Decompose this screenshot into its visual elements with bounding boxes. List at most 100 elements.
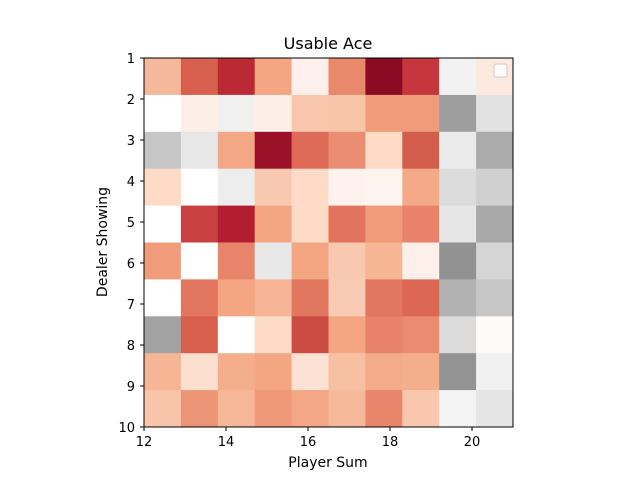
heatmap-cell bbox=[476, 390, 514, 428]
heatmap-cell bbox=[476, 242, 514, 280]
heatmap-cell bbox=[439, 316, 477, 354]
heatmap-cell bbox=[180, 279, 219, 317]
x-tick-label: 16 bbox=[300, 435, 317, 450]
y-tick-label: 3 bbox=[127, 134, 135, 149]
legend-box bbox=[493, 63, 508, 78]
heatmap-cell bbox=[402, 205, 440, 243]
heatmap-cell bbox=[476, 353, 514, 391]
heatmap-cell bbox=[254, 316, 293, 354]
heatmap-cell bbox=[144, 279, 182, 317]
y-axis-label: Dealer Showing bbox=[95, 187, 111, 297]
heatmap-cell bbox=[328, 353, 366, 391]
heatmap-cell bbox=[328, 94, 366, 133]
heatmap-cell bbox=[254, 390, 293, 428]
heatmap-cell bbox=[217, 353, 256, 391]
heatmap-cell bbox=[217, 168, 256, 207]
heatmap-cell bbox=[439, 390, 477, 428]
heatmap-cell bbox=[254, 131, 293, 170]
heatmap-cell bbox=[217, 94, 256, 133]
heatmap-cell bbox=[217, 316, 256, 354]
heatmap-cell bbox=[291, 279, 329, 317]
y-tick-label: 1 bbox=[127, 52, 135, 67]
x-axis-label: Player Sum bbox=[288, 455, 367, 471]
heatmap-cell bbox=[180, 316, 219, 354]
heatmap-cell bbox=[144, 131, 182, 170]
heatmap-cell bbox=[254, 205, 293, 243]
heatmap-cell bbox=[180, 131, 219, 170]
heatmap-cell bbox=[328, 316, 366, 354]
heatmap-cell bbox=[439, 205, 477, 243]
y-axis-ticks: 1 2 3 4 5 6 7 8 9 10 bbox=[118, 52, 144, 436]
heatmap-cell bbox=[180, 168, 219, 207]
heatmap-cell bbox=[476, 94, 514, 133]
heatmap-cell bbox=[402, 279, 440, 317]
heatmap-cell bbox=[254, 242, 293, 280]
heatmap-cell bbox=[217, 131, 256, 170]
x-axis-ticks: 12 14 16 18 20 bbox=[136, 427, 480, 450]
y-tick-label: 4 bbox=[127, 175, 135, 190]
heatmap-cell bbox=[365, 279, 403, 317]
heatmap-cell bbox=[328, 279, 366, 317]
heatmap-cell bbox=[144, 390, 182, 428]
heatmap-cell bbox=[217, 58, 256, 96]
heatmap-cell bbox=[180, 94, 219, 133]
heatmap-cell bbox=[365, 390, 403, 428]
y-tick-label: 2 bbox=[127, 93, 135, 108]
y-tick-label: 8 bbox=[127, 339, 135, 354]
heatmap-cell bbox=[144, 316, 182, 354]
heatmap-cell bbox=[439, 168, 477, 207]
heatmap-cell bbox=[365, 242, 403, 280]
heatmap-cell bbox=[365, 353, 403, 391]
heatmap-cell bbox=[402, 353, 440, 391]
heatmap-cell bbox=[291, 205, 329, 243]
heatmap-cell bbox=[180, 58, 219, 96]
y-tick-label: 10 bbox=[118, 421, 135, 436]
heatmap-cell bbox=[439, 94, 477, 133]
heatmap-cell bbox=[180, 353, 219, 391]
heatmap-cell bbox=[365, 131, 403, 170]
heatmap-cell bbox=[144, 242, 182, 280]
heatmap-cell bbox=[291, 94, 329, 133]
heatmap-cell bbox=[144, 205, 182, 243]
heatmap-cell bbox=[402, 168, 440, 207]
chart-title: Usable Ace bbox=[284, 34, 373, 53]
heatmap-cell bbox=[439, 58, 477, 96]
heatmap-cell bbox=[291, 131, 329, 170]
y-tick-label: 7 bbox=[127, 298, 135, 313]
heatmap-cells bbox=[144, 58, 514, 428]
heatmap-cell bbox=[402, 94, 440, 133]
heatmap-cell bbox=[291, 168, 329, 207]
heatmap-cell bbox=[402, 242, 440, 280]
heatmap-cell bbox=[365, 94, 403, 133]
heatmap-cell bbox=[328, 168, 366, 207]
heatmap-cell bbox=[291, 58, 329, 96]
heatmap-cell bbox=[402, 131, 440, 170]
heatmap-cell bbox=[402, 390, 440, 428]
heatmap-cell bbox=[217, 205, 256, 243]
heatmap-cell bbox=[365, 168, 403, 207]
plot-frame bbox=[143, 57, 514, 428]
heatmap-cell bbox=[328, 390, 366, 428]
heatmap-cell bbox=[328, 58, 366, 96]
heatmap-cell bbox=[476, 279, 514, 317]
heatmap-cell bbox=[365, 58, 403, 96]
heatmap-cell bbox=[402, 316, 440, 354]
heatmap-cell bbox=[402, 58, 440, 96]
heatmap-cell bbox=[254, 353, 293, 391]
heatmap-cell bbox=[217, 242, 256, 280]
heatmap-cell bbox=[291, 353, 329, 391]
y-tick-label: 9 bbox=[127, 380, 135, 395]
heatmap-cell bbox=[476, 131, 514, 170]
heatmap-cell bbox=[476, 205, 514, 243]
heatmap-cell bbox=[254, 94, 293, 133]
heatmap-cell bbox=[180, 242, 219, 280]
heatmap-cell bbox=[217, 390, 256, 428]
heatmap-cell bbox=[291, 390, 329, 428]
heatmap-cell bbox=[144, 58, 182, 96]
heatmap-cell bbox=[328, 131, 366, 170]
y-tick-label: 6 bbox=[127, 257, 135, 272]
x-tick-label: 14 bbox=[218, 435, 235, 450]
heatmap-cell bbox=[254, 168, 293, 207]
heatmap-cell bbox=[476, 168, 514, 207]
